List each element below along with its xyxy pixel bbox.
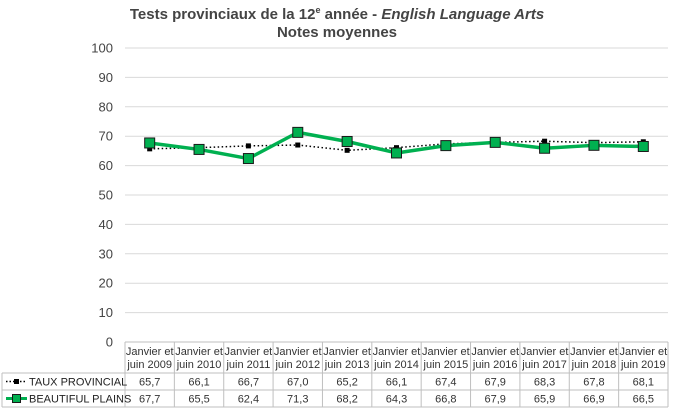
table-cell-value: 65,7 [139, 377, 160, 389]
chart-title-middle: année - [321, 6, 382, 23]
x-tick-label: juin 2012 [274, 359, 320, 371]
table-cell-value: 66,1 [386, 377, 407, 389]
data-point-beautiful-plains [588, 139, 600, 151]
data-point-beautiful-plains [440, 140, 452, 152]
table-cell-value: 67,9 [485, 394, 506, 406]
legend-key-marker [14, 379, 19, 384]
table-cell-value: 65,9 [534, 394, 555, 406]
x-tick-label: Janvier et [570, 346, 618, 358]
table-cell-value: 64,3 [386, 394, 407, 406]
table-cell-value: 71,3 [287, 394, 308, 406]
data-point-beautiful-plains [242, 153, 254, 165]
x-tick-label: juin 2011 [225, 359, 270, 371]
table-cell-value: 68,1 [633, 377, 654, 389]
x-tick-label: Janvier et [619, 346, 667, 358]
y-tick-label: 0 [106, 335, 113, 350]
chart-title-italic: English Language Arts [381, 6, 544, 23]
chart-title-prefix: Tests provinciaux de la 12 [130, 6, 316, 23]
chart-subtitle: Notes moyennes [277, 24, 397, 41]
table-cell-value: 67,7 [139, 394, 160, 406]
legend-label: BEAUTIFUL PLAINS [29, 394, 131, 406]
table-cell-value: 67,4 [435, 377, 456, 389]
data-point-beautiful-plains [489, 136, 501, 148]
x-tick-label: Janvier et [471, 346, 519, 358]
x-tick-label: juin 2016 [472, 359, 518, 371]
data-point-taux-provincial [344, 147, 350, 153]
data-point-beautiful-plains [637, 140, 649, 152]
table-cell-value: 68,2 [336, 394, 357, 406]
y-tick-label: 20 [99, 276, 113, 291]
x-tick-label: juin 2018 [571, 359, 617, 371]
data-point-beautiful-plains [539, 142, 551, 154]
table-cell-value: 68,3 [534, 377, 555, 389]
table-cell-value: 62,4 [238, 394, 259, 406]
table-cell-value: 66,8 [435, 394, 456, 406]
chart-title: Tests provinciaux de la 12e année - Engl… [130, 5, 544, 23]
data-point-beautiful-plains [193, 143, 205, 155]
data-point-beautiful-plains [292, 126, 304, 138]
table-cell-value: 66,9 [583, 394, 604, 406]
table-cell-value: 65,5 [188, 394, 209, 406]
y-tick-label: 50 [99, 188, 113, 203]
x-tick-label: juin 2015 [423, 359, 469, 371]
x-tick-label: Janvier et [323, 346, 371, 358]
y-tick-label: 10 [99, 305, 113, 320]
x-tick-label: juin 2009 [126, 359, 172, 371]
chart-title-superscript: e [315, 5, 320, 15]
table-cell-value: 66,1 [188, 377, 209, 389]
table-cell-value: 65,2 [336, 377, 357, 389]
series-lines [144, 126, 649, 165]
table-cell-value: 67,9 [485, 377, 506, 389]
y-tick-label: 100 [91, 41, 113, 56]
y-tick-label: 30 [99, 246, 113, 261]
y-tick-label: 40 [99, 217, 113, 232]
data-point-beautiful-plains [341, 135, 353, 147]
x-tick-label: juin 2013 [324, 359, 370, 371]
table-cell-value: 66,5 [633, 394, 654, 406]
data-point-beautiful-plains [144, 137, 156, 149]
y-tick-label: 80 [99, 99, 113, 114]
y-axis: 0 10 20 30 40 50 60 70 80 90 100 [91, 41, 113, 350]
table-cell-value: 67,8 [583, 377, 604, 389]
data-point-taux-provincial [147, 146, 153, 152]
data-point-taux-provincial [542, 138, 548, 144]
x-tick-label: Janvier et [521, 346, 569, 358]
data-point-taux-provincial [295, 142, 301, 148]
table-cell-value: 66,7 [238, 377, 259, 389]
x-tick-label: Janvier et [175, 346, 223, 358]
data-point-beautiful-plains [391, 147, 402, 159]
y-tick-label: 60 [99, 158, 113, 173]
x-tick-label: juin 2019 [620, 359, 666, 371]
x-tick-label: Janvier et [126, 346, 174, 358]
x-tick-label: Janvier et [274, 346, 322, 358]
x-tick-label: Janvier et [373, 346, 421, 358]
legend-label: TAUX PROVINCIAL [29, 377, 127, 389]
x-tick-label: Janvier et [225, 346, 273, 358]
legend-key-marker [12, 394, 21, 403]
x-tick-label: Janvier et [422, 346, 470, 358]
y-tick-label: 90 [99, 70, 113, 85]
grid [125, 47, 668, 343]
table-cell-value: 67,0 [287, 377, 308, 389]
data-point-taux-provincial [245, 143, 251, 149]
y-tick-label: 70 [99, 129, 113, 144]
x-tick-label: juin 2014 [373, 359, 419, 371]
x-tick-label: juin 2010 [176, 359, 222, 371]
x-tick-label: juin 2017 [521, 359, 567, 371]
